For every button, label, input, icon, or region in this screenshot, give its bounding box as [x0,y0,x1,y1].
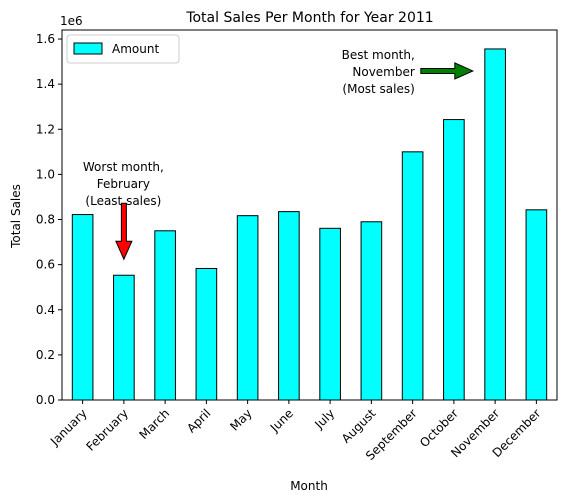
y-tick-label: 0.2 [36,348,55,362]
y-axis-offset-label: 1e6 [60,14,83,28]
x-tick-label: April [184,406,213,435]
bar-june [278,211,300,401]
y-tick-label: 1.4 [36,77,55,91]
x-tick-label: January [47,406,90,449]
y-tick-label: 0.6 [36,258,55,272]
bar-may [236,215,259,401]
legend-entry-label: Amount [112,42,159,56]
best-month-annotation: Best month, November (Most sales) [342,48,415,96]
bar-july [319,227,341,401]
y-tick-label: 0.4 [36,303,55,317]
x-tick-label: June [267,406,296,435]
plot-frame [61,29,558,401]
y-tick-label: 0.8 [36,213,55,227]
best-month-arrow [420,62,475,80]
legend: Amount [66,34,180,64]
bars-group [71,48,548,401]
bar-october [443,119,465,401]
worst-month-arrow [115,202,133,261]
annotations-group: Worst month, February (Least sales) Best mo… [83,48,475,261]
y-tick-label: 0.0 [36,393,55,407]
worst-month-annotation: Worst month, February (Least sales) [83,160,164,208]
y-axis-title: Total Sales [9,184,23,249]
bar-november [484,48,506,401]
bar-december [525,209,548,401]
x-tick-label: February [83,406,131,454]
x-tick-label: July [311,406,337,432]
x-tick-label: May [227,406,254,433]
y-tick-label: 1.2 [36,122,55,136]
y-tick-label: 1.6 [36,32,55,46]
legend-box [66,34,180,64]
x-axis-title: Month [290,479,328,493]
bar-march [154,230,176,401]
x-tick-label: August [339,406,379,446]
bar-february [113,274,135,401]
bar-august [360,221,383,401]
y-tick-label: 1.0 [36,167,55,181]
chart-title: Total Sales Per Month for Year 2011 [185,10,433,26]
x-tick-label: March [136,406,172,442]
bar-april [195,267,218,401]
bar-january [71,214,94,401]
legend-swatch [73,42,103,55]
bar-september [401,151,424,401]
